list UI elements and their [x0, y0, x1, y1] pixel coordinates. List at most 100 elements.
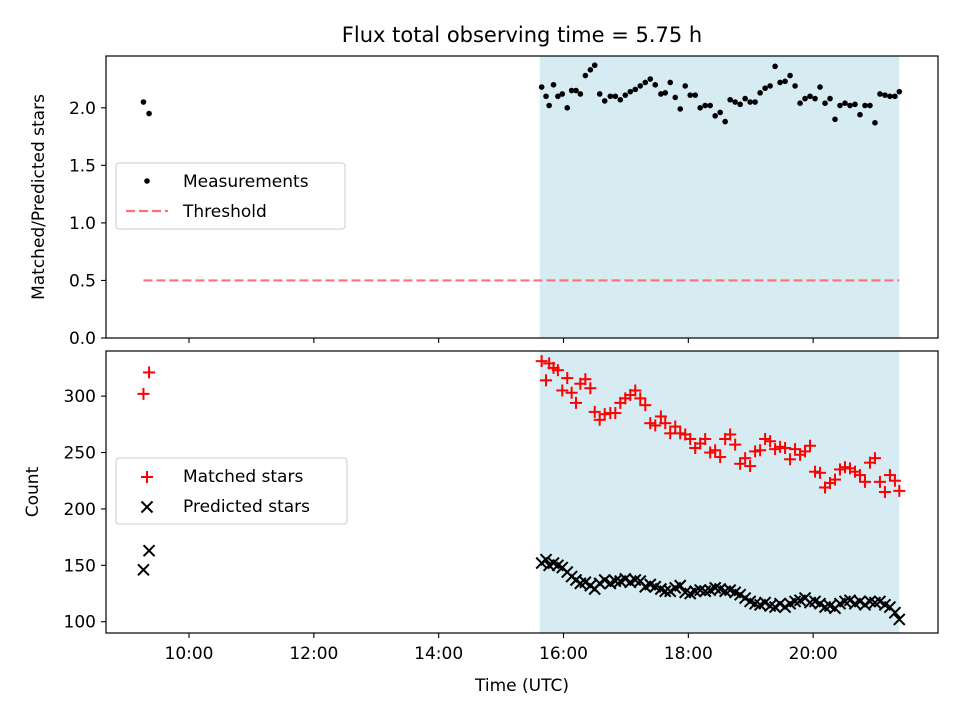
data-point	[622, 92, 629, 98]
data-point	[784, 453, 797, 466]
data-point	[591, 62, 598, 69]
data-point	[814, 466, 827, 479]
data-point	[702, 102, 708, 109]
data-point	[827, 95, 833, 102]
data-point	[802, 95, 808, 102]
observing-window-shading	[539, 56, 900, 338]
data-point	[888, 606, 902, 619]
data-point	[137, 563, 150, 577]
data-point	[787, 72, 793, 79]
x-tick-label: 14:00	[414, 644, 463, 664]
data-point	[669, 420, 682, 433]
data-point	[829, 473, 842, 486]
top-x-ticks	[188, 338, 814, 343]
data-point	[577, 91, 584, 97]
data-point	[642, 79, 649, 86]
data-point	[612, 93, 619, 100]
data-point	[812, 95, 818, 102]
data-point	[817, 84, 823, 90]
data-point	[772, 63, 778, 70]
data-point	[667, 79, 674, 86]
data-point	[637, 83, 644, 89]
data-point	[888, 474, 901, 487]
top-y-axis: 0.0 0.5 1.0 1.5 2.0	[69, 99, 106, 349]
data-point	[142, 544, 156, 557]
data-point	[742, 95, 748, 102]
data-point	[573, 87, 579, 94]
legend-label: Predicted stars	[183, 497, 310, 517]
data-point	[140, 99, 147, 105]
data-point	[598, 408, 611, 421]
top-y-axis-label: Matched/Predicted stars	[29, 94, 49, 300]
data-point	[873, 475, 886, 488]
data-point	[659, 585, 672, 598]
data-point	[629, 384, 642, 397]
bottom-x-axis: 10:00 12:00 14:00 16:00 18:00 20:00	[165, 633, 838, 664]
data-point	[658, 91, 664, 97]
data-point	[540, 374, 553, 387]
data-point	[652, 81, 659, 88]
data-point	[565, 386, 578, 399]
data-point	[143, 366, 156, 379]
data-point	[857, 111, 863, 118]
data-point	[674, 579, 687, 592]
data-point	[832, 116, 838, 123]
data-point	[777, 79, 783, 86]
data-point	[137, 387, 150, 400]
data-point	[672, 94, 679, 101]
chart-title: Flux total observing time = 5.75 h	[342, 23, 702, 47]
data-point	[634, 392, 647, 405]
measurements-layer	[140, 62, 903, 126]
data-point	[893, 484, 906, 497]
data-point	[584, 382, 597, 395]
x-tick-label: 16:00	[539, 644, 588, 664]
data-point	[892, 93, 898, 100]
data-point	[847, 102, 853, 109]
data-point	[862, 102, 868, 109]
data-point	[601, 98, 608, 104]
data-point	[797, 100, 803, 106]
data-point	[662, 90, 669, 96]
data-point	[722, 118, 728, 125]
data-point	[858, 475, 871, 488]
data-point	[882, 92, 888, 98]
data-point	[609, 574, 622, 588]
data-point	[607, 93, 614, 100]
data-point	[782, 78, 788, 85]
data-point	[555, 93, 561, 100]
predicted-stars-layer	[137, 544, 906, 626]
data-point	[868, 452, 881, 465]
data-point	[877, 91, 883, 97]
data-point	[712, 113, 718, 119]
data-point	[792, 83, 798, 89]
y-tick-label: 1.0	[69, 214, 96, 234]
data-point	[692, 92, 699, 98]
y-tick-label: 200	[64, 500, 96, 520]
data-point	[682, 83, 689, 89]
data-point	[561, 372, 574, 385]
data-point	[538, 84, 545, 90]
y-tick-label: 300	[64, 387, 96, 407]
data-point	[146, 110, 152, 117]
data-point	[887, 93, 893, 100]
y-tick-label: 100	[64, 613, 96, 633]
data-point	[707, 102, 713, 109]
x-axis-label: Time (UTC)	[474, 676, 569, 696]
bottom-y-axis-label: Count	[23, 466, 43, 517]
data-point	[878, 486, 891, 498]
legend-label: Measurements	[183, 172, 309, 192]
data-point	[550, 81, 557, 88]
data-point	[539, 553, 553, 566]
data-point	[724, 428, 737, 441]
matched-stars-layer	[137, 355, 906, 498]
x-tick-label: 18:00	[664, 644, 713, 664]
data-point	[867, 102, 873, 109]
data-point	[732, 99, 738, 105]
data-point	[627, 88, 634, 95]
y-tick-label: 1.5	[69, 156, 96, 176]
data-point	[699, 432, 712, 445]
data-point	[564, 104, 571, 111]
legend-marker-predicted	[140, 500, 154, 514]
data-point	[807, 93, 813, 100]
data-point	[697, 104, 703, 111]
